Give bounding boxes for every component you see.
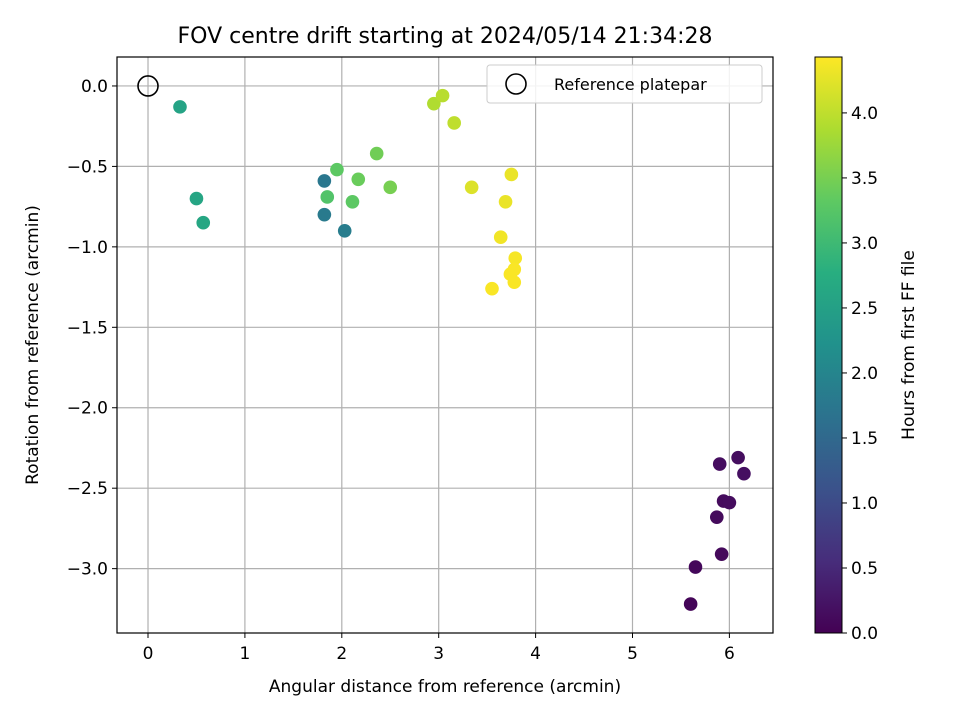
scatter-point [737, 466, 751, 481]
scatter-point [330, 162, 344, 177]
y-tick-label: −0.5 [67, 157, 108, 177]
legend-marker [505, 73, 527, 95]
scatter-point [351, 172, 366, 187]
x-tick-label: 6 [724, 644, 735, 664]
scatter-point [507, 275, 522, 290]
colorbar-tick-label: 4.0 [851, 104, 878, 124]
scatter-point [369, 146, 384, 161]
scatter-point [688, 560, 703, 574]
chart-title: FOV centre drift starting at 2024/05/14 … [178, 24, 713, 49]
y-tick-label: 0.0 [81, 77, 108, 97]
x-tick-label: 5 [627, 644, 638, 664]
scatter-point [447, 116, 462, 130]
x-tick-label: 3 [433, 644, 444, 664]
colorbar-tick-label: 1.0 [851, 494, 878, 514]
legend-box [486, 64, 763, 104]
colorbar-ticks: 0.0 0.5 1.0 1.5 2.0 2.5 3.0 3.5 4.0 [842, 104, 878, 644]
colorbar-tick-label: 3.5 [851, 169, 878, 189]
x-axis-title: Angular distance from reference (arcmin) [269, 677, 621, 697]
x-axis-ticks: 0 1 2 3 4 5 6 [143, 633, 735, 664]
scatter-point [317, 207, 332, 222]
plot-frame [116, 56, 774, 634]
scatter-point [383, 180, 398, 195]
colorbar-tick-label: 0.0 [851, 624, 878, 644]
scatter-point [345, 195, 360, 209]
y-tick-label: −1.5 [67, 318, 108, 338]
scatter-point [504, 167, 519, 182]
scatter-point [712, 457, 727, 471]
colorbar: 0.0 0.5 1.0 1.5 2.0 2.5 3.0 3.5 4.0 Hours from f… [814, 56, 919, 644]
x-tick-label: 2 [336, 644, 347, 664]
reference-platepar-marker [137, 75, 159, 97]
y-axis-ticks: 0.0 −0.5 −1.0 −1.5 −2.0 −2.5 −3.0 [67, 77, 117, 580]
scatter-point [427, 96, 441, 111]
colorbar-tick-label: 0.5 [851, 559, 878, 579]
scatter-point [508, 251, 523, 265]
scatter-point [714, 547, 729, 561]
scatter-point [731, 450, 745, 465]
legend: Reference platepar [486, 64, 763, 104]
scatter-point [709, 510, 724, 524]
scatter-points [173, 88, 751, 611]
scatter-point [683, 597, 698, 611]
x-tick-label: 1 [239, 644, 250, 664]
colorbar-title: Hours from first FF file [899, 250, 919, 440]
y-axis-title: Rotation from reference (arcmin) [23, 205, 43, 485]
scatter-point [173, 100, 187, 114]
y-tick-label: −2.5 [67, 479, 108, 499]
scatter-point [464, 180, 479, 195]
colorbar-tick-label: 2.5 [851, 299, 878, 319]
scatter-point [722, 495, 737, 510]
scatter-point [493, 230, 508, 245]
x-tick-label: 4 [530, 644, 541, 664]
scatter-point [196, 215, 211, 230]
scatter-point [485, 281, 499, 296]
y-tick-label: −2.0 [67, 399, 108, 419]
scatter-point [435, 88, 450, 103]
legend-label: Reference platepar [554, 75, 707, 94]
x-tick-label: 0 [143, 644, 154, 664]
scatter-point [320, 190, 335, 204]
colorbar-gradient [814, 56, 843, 634]
grid-lines [117, 57, 773, 633]
colorbar-tick-label: 3.0 [851, 234, 878, 254]
y-tick-label: −3.0 [67, 560, 108, 580]
scatter-point [337, 223, 352, 238]
scatter-point [189, 191, 204, 206]
colorbar-tick-label: 1.5 [851, 429, 878, 449]
y-tick-label: −1.0 [67, 238, 108, 258]
scatter-point [317, 174, 332, 188]
scatter-point [498, 195, 513, 209]
colorbar-tick-label: 2.0 [851, 364, 878, 384]
